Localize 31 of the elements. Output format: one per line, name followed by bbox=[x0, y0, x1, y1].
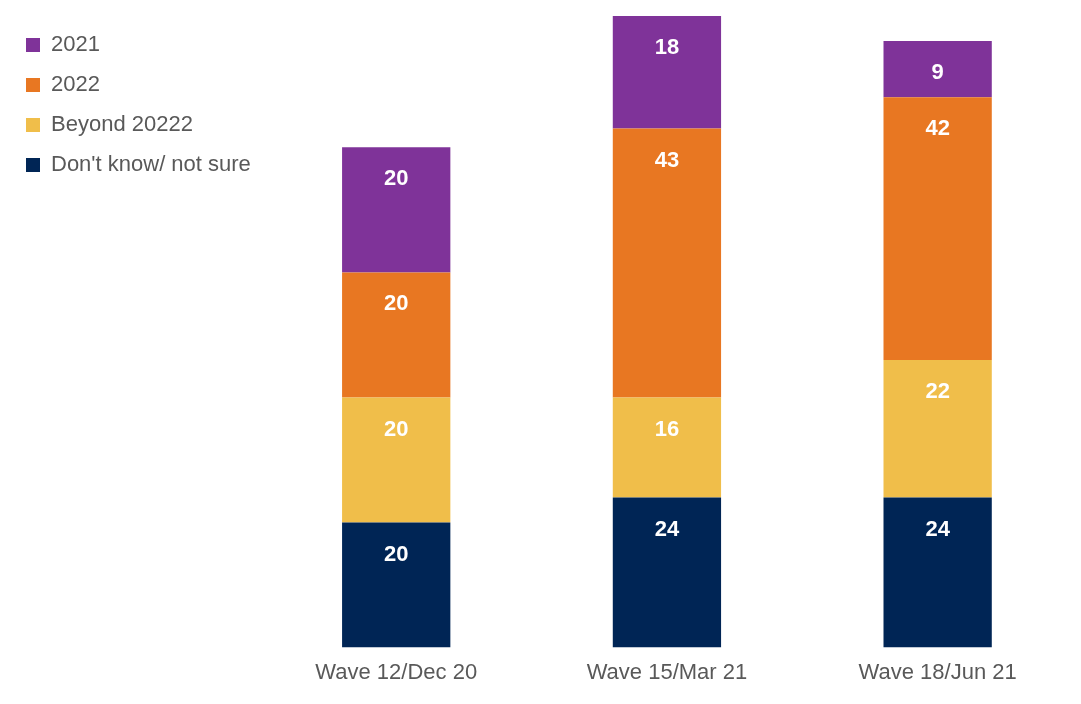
bar bbox=[342, 147, 451, 273]
legend-label: Beyond 20222 bbox=[51, 111, 193, 137]
data-label: 18 bbox=[654, 34, 680, 60]
data-label: 20 bbox=[383, 290, 409, 316]
bar bbox=[342, 397, 451, 523]
x-tick-label: Wave 18/Jun 21 bbox=[858, 658, 1017, 684]
data-label: 22 bbox=[925, 378, 950, 403]
data-label: 9 bbox=[931, 59, 944, 85]
x-tick-label: Wave 15/Mar 21 bbox=[586, 658, 748, 684]
bar bbox=[612, 128, 722, 398]
bar bbox=[883, 41, 992, 98]
data-label: 42 bbox=[925, 115, 950, 141]
x-tick-label: Wave 12/Dec 20 bbox=[315, 658, 478, 684]
data-label: 43 bbox=[654, 146, 680, 172]
data-label: 20 bbox=[383, 540, 409, 566]
legend-label: 2021 bbox=[51, 31, 100, 57]
data-label: 24 bbox=[654, 515, 680, 541]
legend-label: 2022 bbox=[51, 71, 100, 97]
data-label: 16 bbox=[654, 415, 680, 441]
bar bbox=[883, 97, 992, 360]
bar bbox=[342, 522, 451, 648]
bar bbox=[883, 497, 992, 648]
data-label: 24 bbox=[925, 515, 951, 541]
bar bbox=[883, 359, 992, 498]
bar bbox=[612, 497, 722, 648]
bar bbox=[612, 16, 722, 129]
bar bbox=[612, 397, 722, 498]
bar bbox=[342, 272, 451, 398]
data-label: 20 bbox=[383, 415, 409, 441]
legend-label: Don't know/ not sure bbox=[51, 151, 251, 177]
data-label: 20 bbox=[383, 165, 409, 191]
